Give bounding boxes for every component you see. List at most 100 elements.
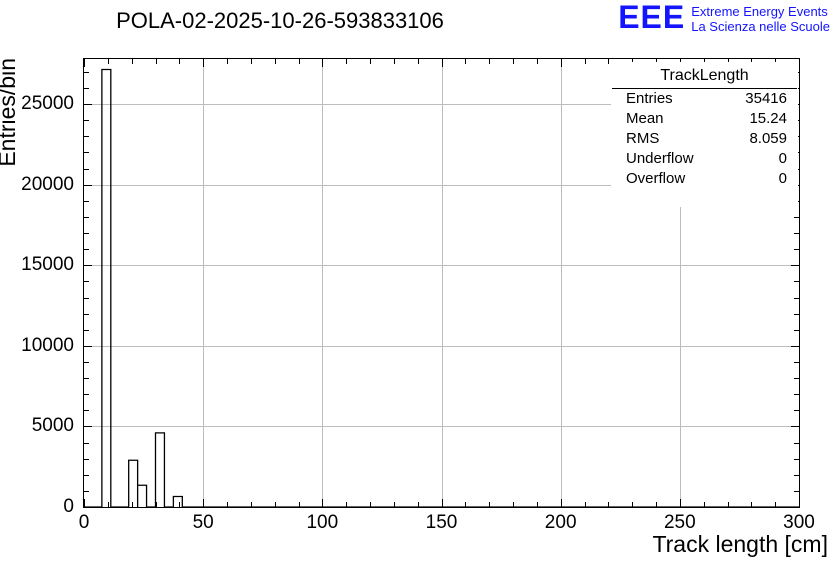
axis-tick [794,216,799,218]
axis-tick [465,59,467,64]
gridline-horizontal [84,104,799,106]
gridline-horizontal [84,184,799,186]
axis-tick [155,59,157,64]
gridline-vertical [441,59,443,507]
stats-value: 0 [778,170,787,187]
stats-value: 35416 [745,90,787,107]
axis-tick [794,281,799,283]
axis-tick [370,59,371,64]
y-tick-label: 15000 [21,254,74,276]
axis-tick [794,249,799,251]
axis-tick [489,59,491,64]
axis-tick [84,59,85,67]
axis-tick [727,59,729,64]
axis-tick [131,59,133,64]
axis-tick [84,499,85,507]
axis-tick [227,502,228,507]
axis-tick [632,59,634,64]
axis-tick [84,120,89,122]
stats-value: 15.24 [749,110,787,127]
axis-tick [84,410,89,412]
axis-tick [791,426,799,428]
gridline-horizontal [84,345,799,347]
axis-tick [84,184,92,186]
axis-tick [203,499,205,507]
axis-tick [417,59,419,64]
axis-tick [298,502,300,507]
stats-row: Entries 35416 [612,89,797,109]
axis-tick [536,59,538,64]
axis-tick [703,502,705,507]
y-tick-label: 10000 [21,334,74,356]
axis-tick [84,426,92,428]
stats-box: TrackLength Entries 35416 Mean 15.24 RMS 8.05… [611,62,798,207]
x-tick-label: 150 [425,512,458,533]
axis-tick [794,361,799,363]
y-tick-label: 25000 [21,93,74,115]
gridline-vertical [322,59,324,507]
axis-tick [84,442,89,444]
axis-tick [656,59,657,64]
x-tick-label: 300 [783,512,815,533]
axis-tick [608,502,610,507]
axis-tick [751,502,753,507]
axis-tick [513,59,514,64]
stats-title: TrackLength [612,63,797,89]
axis-tick [346,59,348,64]
axis-tick [84,88,89,89]
axis-tick [84,507,92,508]
y-axis-title: Entries/bin [0,58,20,167]
axis-tick [179,59,181,64]
axis-tick [799,499,800,507]
gridline-vertical [560,59,562,507]
axis-tick [775,502,777,507]
axis-tick [84,152,89,154]
axis-tick [203,59,205,67]
stats-row: Overflow 0 [612,169,797,189]
axis-tick [441,499,443,507]
x-tick-label: 0 [78,512,90,533]
stats-key: Entries [626,90,673,107]
stats-key: Overflow [626,170,686,187]
axis-tick [322,59,324,67]
axis-tick [322,499,324,507]
stats-key: Mean [626,110,664,127]
stats-row: Mean 15.24 [612,109,797,129]
axis-tick [84,297,89,299]
axis-tick [794,490,799,492]
stats-key: Underflow [626,150,694,167]
stats-key: RMS [626,130,660,147]
eee-logo: EEE Extreme Energy Events La Scienza nel… [618,1,830,34]
axis-tick [794,329,799,331]
stats-value: 8.059 [749,130,787,147]
axis-tick [84,249,89,251]
axis-tick [370,502,371,507]
y-tick-label: 0 [63,496,74,517]
axis-tick [250,502,252,507]
axis-tick [84,378,89,380]
axis-tick [560,499,562,507]
axis-tick [791,265,799,267]
stats-row: Underflow 0 [612,149,797,169]
axis-tick [584,502,586,507]
axis-tick [794,378,799,380]
stats-row: RMS 8.059 [612,129,797,149]
axis-tick [393,502,395,507]
page-title: POLA-02-2025-10-26-593833106 [116,8,444,33]
axis-tick [794,442,799,444]
axis-tick [84,474,89,476]
stats-value: 0 [778,150,787,167]
axis-tick [250,59,252,64]
axis-tick [84,394,89,396]
axis-tick [794,458,799,460]
axis-tick [107,502,109,507]
axis-tick [84,361,89,363]
y-tick-label: 20000 [21,173,74,195]
axis-tick [84,104,92,106]
axis-tick [513,502,514,507]
axis-tick [536,502,538,507]
y-tick-label: 5000 [31,415,74,437]
axis-tick [794,474,799,476]
axis-tick [84,233,89,235]
